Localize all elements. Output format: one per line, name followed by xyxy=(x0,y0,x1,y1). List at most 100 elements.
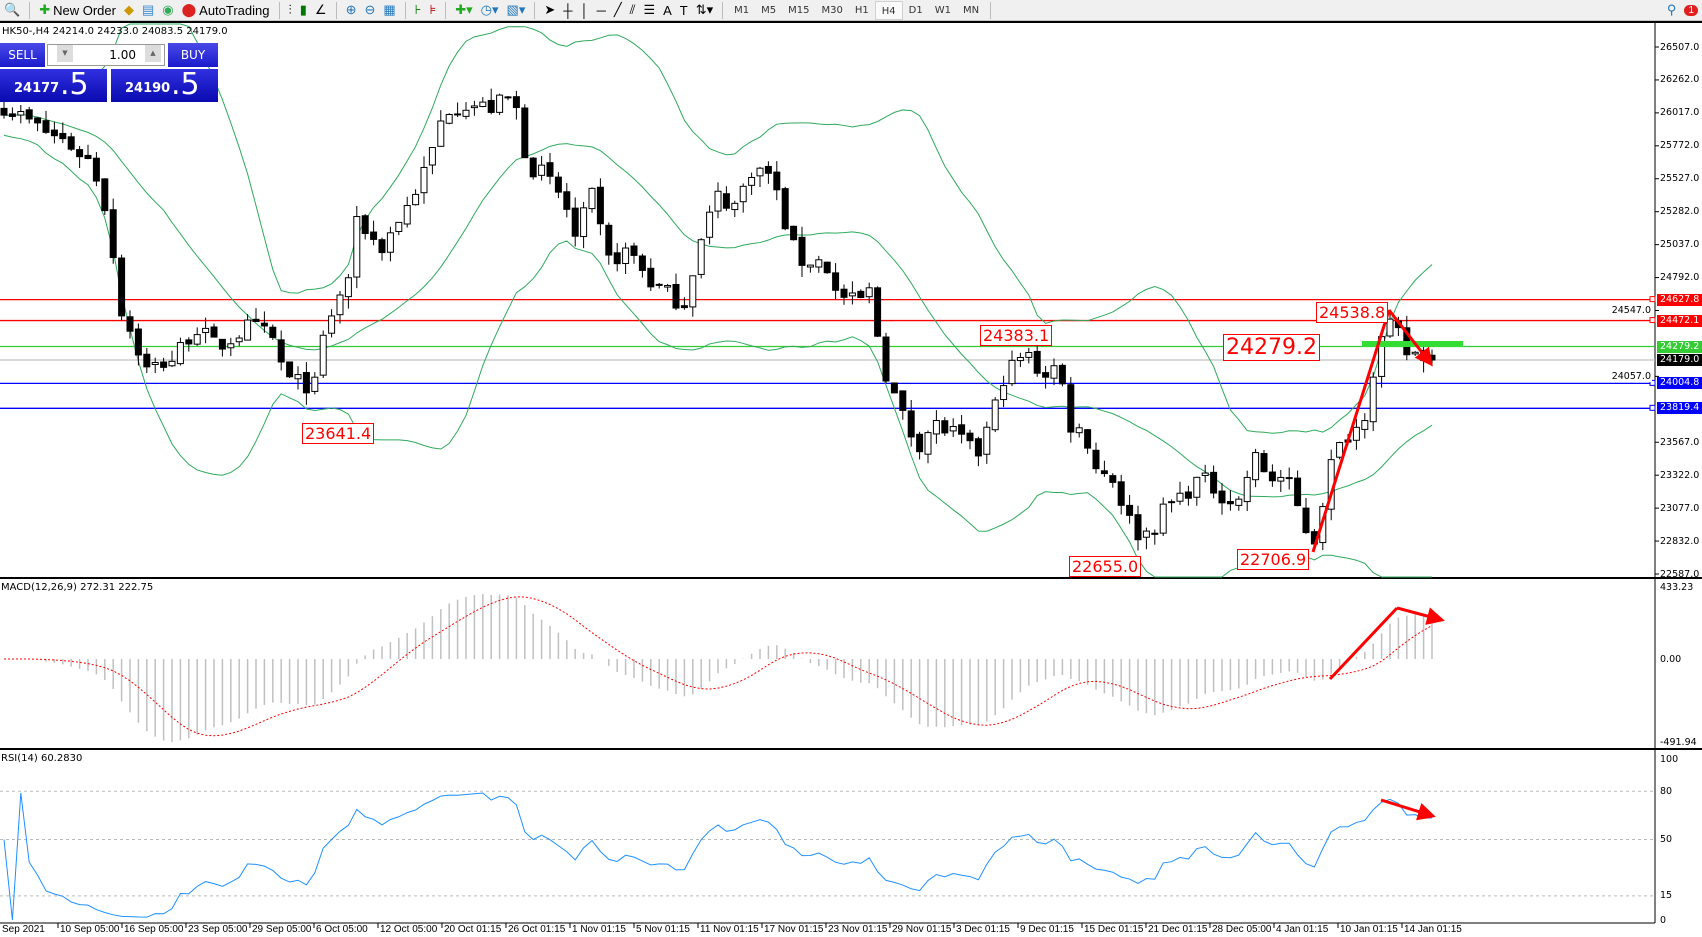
timeframe-m15[interactable]: M15 xyxy=(788,4,810,16)
candle xyxy=(160,361,168,368)
candle xyxy=(118,257,126,317)
candle xyxy=(1184,491,1192,499)
candlestick-icon[interactable]: ▮ xyxy=(299,2,307,17)
indicators-icon[interactable]: ✚▾ xyxy=(455,2,473,17)
candle xyxy=(512,96,520,109)
candle xyxy=(1285,477,1293,480)
timeframe-h1[interactable]: H1 xyxy=(854,4,869,16)
candle xyxy=(218,338,226,350)
search-icon[interactable]: ⚲ xyxy=(1666,2,1677,17)
timeframe-m1[interactable]: M1 xyxy=(734,4,750,16)
one-click-trading-panel: SELL 1.00 ▼ ▲ BUY 24177.5 24190.5 xyxy=(0,43,218,102)
candle xyxy=(1352,426,1360,441)
timeframe-m30[interactable]: M30 xyxy=(821,4,843,16)
new-order-label: New Order xyxy=(53,2,116,18)
candle xyxy=(395,221,403,232)
vertical-line-icon[interactable]: │ xyxy=(580,2,589,18)
market-watch-icon[interactable]: ◆ xyxy=(123,2,134,17)
candle xyxy=(722,193,730,209)
sell-button[interactable]: SELL xyxy=(0,43,45,67)
time-axis-label: 28 Dec 05:00 xyxy=(1212,924,1272,935)
time-axis-label: 10 Jan 01:15 xyxy=(1340,924,1398,935)
ask-fraction: .5 xyxy=(171,67,200,102)
zoom-out-icon[interactable]: ⊖ xyxy=(364,2,376,17)
candle xyxy=(479,101,487,108)
macd-header: MACD(12,26,9) 272.31 222.75 xyxy=(1,582,154,593)
candle xyxy=(244,319,252,341)
candle xyxy=(1369,376,1377,423)
zoom-in-icon[interactable]: ⊕ xyxy=(345,2,357,17)
candle xyxy=(781,188,789,230)
candle xyxy=(260,322,268,327)
candle xyxy=(630,245,638,256)
text-label-icon[interactable]: T xyxy=(679,2,688,18)
line-chart-icon[interactable]: ∠ xyxy=(314,2,327,17)
text-icon[interactable]: A xyxy=(663,2,672,18)
candle xyxy=(462,109,470,117)
candle xyxy=(1252,452,1260,481)
bollinger-upper xyxy=(3,23,1433,434)
navigator-icon[interactable]: ▤ xyxy=(141,2,155,17)
timeframe-h4[interactable]: H4 xyxy=(874,0,903,20)
signals-icon[interactable]: ◉ xyxy=(162,2,174,17)
candle xyxy=(874,287,882,337)
lot-decrease-button[interactable]: ▼ xyxy=(57,45,73,62)
chart-window[interactable] xyxy=(0,21,1702,937)
price-axis-label: 24057.0 xyxy=(1610,370,1652,382)
buy-price-button[interactable]: 24190.5 xyxy=(111,67,218,102)
candle xyxy=(176,342,184,365)
candle xyxy=(1159,503,1167,534)
cursor-icon[interactable]: ➤ xyxy=(544,2,556,17)
candle xyxy=(966,432,974,442)
trendline-icon[interactable]: ╱ xyxy=(613,2,622,17)
candle xyxy=(1386,318,1394,337)
price-annotation: 23641.4 xyxy=(302,423,375,444)
new-order-button[interactable]: ✚ New Order xyxy=(36,1,119,20)
candle xyxy=(941,420,949,434)
candle xyxy=(857,290,865,298)
price-annotation: 22655.0 xyxy=(1069,556,1142,577)
candle xyxy=(983,426,991,455)
candle xyxy=(319,334,327,376)
timeframe-m5[interactable]: M5 xyxy=(761,4,777,16)
timeframe-d1[interactable]: D1 xyxy=(908,4,923,16)
price-axis-label: 24792.0 xyxy=(1660,272,1700,284)
candle xyxy=(580,207,588,238)
crosshair-icon[interactable]: ┼ xyxy=(563,2,573,18)
candle xyxy=(714,190,722,212)
templates-icon[interactable]: ▧▾ xyxy=(506,2,526,17)
buy-button[interactable]: BUY xyxy=(168,43,218,67)
timeframe-w1[interactable]: W1 xyxy=(934,4,951,16)
lot-size-input[interactable]: 1.00 xyxy=(47,44,165,66)
chart-shift-icon[interactable]: ⊧ xyxy=(429,2,437,17)
level-price-tag: 24472.1 xyxy=(1657,314,1702,327)
candle xyxy=(286,361,294,378)
periods-icon[interactable]: ◷▾ xyxy=(480,2,499,17)
candle xyxy=(756,167,764,177)
time-axis-label: Sep 2021 xyxy=(2,924,45,935)
candle xyxy=(1142,530,1150,538)
equidistant-channel-icon[interactable]: ⫽ xyxy=(629,2,636,17)
candle xyxy=(563,191,571,210)
fibonacci-icon[interactable]: ☰ xyxy=(643,2,656,17)
divider xyxy=(29,1,31,19)
candle xyxy=(924,432,932,455)
level-handle xyxy=(1649,404,1656,411)
auto-scroll-icon[interactable]: ⊦ xyxy=(414,2,422,17)
zoom-tool-icon[interactable]: 🔍 xyxy=(4,2,21,17)
candle xyxy=(168,360,176,367)
horizontal-line-icon[interactable]: ─ xyxy=(596,2,606,18)
tile-windows-icon[interactable]: ▦ xyxy=(383,2,396,17)
notifications-icon[interactable]: 1 xyxy=(1681,1,1701,20)
auto-trading-button[interactable]: ⬤ AutoTrading xyxy=(179,1,273,20)
candle xyxy=(1176,492,1184,502)
lot-increase-button[interactable]: ▲ xyxy=(145,45,161,62)
sell-price-button[interactable]: 24177.5 xyxy=(0,67,107,102)
candle xyxy=(932,419,940,435)
arrows-icon[interactable]: ⇅▾ xyxy=(695,2,714,17)
bar-chart-icon[interactable]: ⫶ xyxy=(288,2,292,17)
candle xyxy=(42,120,50,133)
candle xyxy=(269,326,277,338)
timeframe-mn[interactable]: MN xyxy=(962,4,980,16)
